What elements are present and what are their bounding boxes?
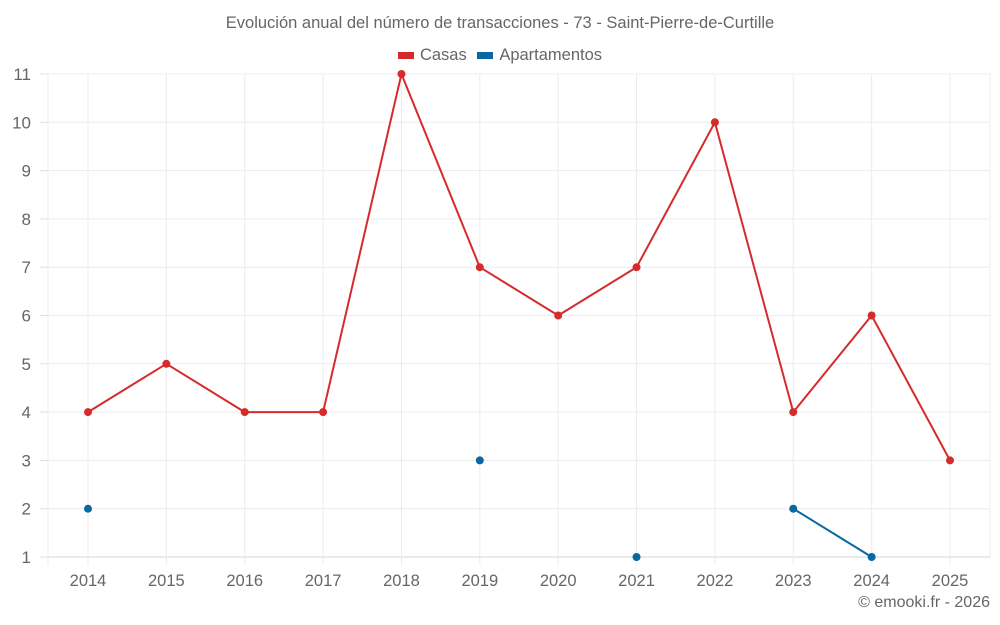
series-apartamentos [84,456,876,561]
y-tick-label: 2 [22,500,31,519]
legend-item-apartamentos[interactable]: Apartamentos [477,46,602,65]
x-tick-label: 2016 [226,572,263,590]
axes: 1 2 3 4 5 6 7 8 9 10 11 2014 2015 2016 2017 2018 2019 202… [12,65,968,590]
grid-lines [47,73,991,565]
data-point[interactable] [475,263,484,272]
data-point[interactable] [632,263,641,272]
x-tick-label: 2014 [70,572,107,590]
y-tick-label: 11 [13,65,31,84]
credit-text: © emooki.fr - 2026 [858,594,990,611]
y-tick-label: 1 [22,548,31,567]
data-point[interactable] [789,408,798,417]
y-tick-label: 4 [22,403,31,422]
series-line [87,73,951,461]
legend-item-casas[interactable]: Casas [397,46,467,65]
series-line [792,507,873,558]
data-point[interactable] [475,456,484,465]
data-point[interactable] [632,553,641,561]
y-tick-label: 6 [22,307,31,326]
legend-label-apartamentos: Apartamentos [499,46,603,64]
data-point[interactable] [162,359,171,368]
y-tick-label: 7 [22,258,31,277]
x-tick-label: 2020 [540,572,577,590]
x-tick-label: 2022 [697,572,734,590]
data-point[interactable] [554,311,563,320]
x-tick-label: 2024 [853,572,890,590]
y-tick-label: 8 [22,210,31,229]
legend: Casas Apartamentos [0,45,1000,65]
data-point[interactable] [397,70,406,78]
x-tick-label: 2019 [461,572,498,590]
x-tick-label: 2021 [618,572,655,590]
y-tick-label: 3 [22,451,31,470]
data-point[interactable] [84,504,92,513]
data-point[interactable] [867,553,876,561]
apartamentos-swatch-icon [477,52,494,59]
data-point[interactable] [789,504,798,513]
data-point[interactable] [710,118,719,127]
x-tick-label: 2015 [148,572,185,590]
x-tick-label: 2017 [305,572,342,590]
series-layer [84,70,954,561]
series-casas [84,70,954,465]
data-point[interactable] [240,408,249,417]
chart-title: Evolución anual del número de transaccio… [225,14,775,32]
legend-label-casas: Casas [419,46,467,64]
y-tick-label: 5 [22,355,31,374]
data-point[interactable] [946,456,954,465]
y-tick-label: 10 [12,113,31,132]
x-tick-label: 2023 [775,572,812,590]
x-tick-label: 2018 [383,572,420,590]
x-tick-label: 2025 [932,572,969,590]
data-point[interactable] [84,408,92,417]
data-point[interactable] [867,311,876,320]
data-point[interactable] [319,408,328,417]
casas-swatch-icon [397,52,414,59]
y-tick-label: 9 [22,162,31,181]
